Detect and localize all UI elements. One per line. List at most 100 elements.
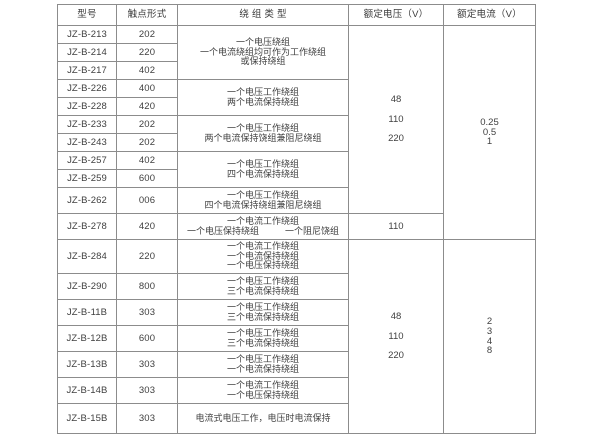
table-row: JZ-B-259 600	[57, 169, 536, 188]
cell-winding-type: 一个电压工作绕组 三个电流保持绕组	[177, 325, 349, 352]
table-row: JZ-B-290 800 一个电压工作绕组 三个电流保持绕组	[57, 273, 536, 300]
cell-model: JZ-B-13B	[57, 351, 117, 378]
winding-line: 三个电流保持绕组	[226, 285, 299, 296]
cell-winding-type: 一个电压工作绕组 两个电流保持饶组兼阻尼绕组	[177, 115, 349, 152]
winding-line: 一个电压保持绕组	[226, 260, 299, 271]
voltage-value: 110	[388, 113, 404, 125]
cell-contact-form: 202	[116, 115, 178, 134]
cell-model: JZ-B-213	[57, 25, 117, 44]
cell-model: JZ-B-259	[57, 169, 117, 188]
cell-contact-form: 420	[116, 213, 178, 240]
cell-model: JZ-B-278	[57, 213, 117, 240]
cell-winding-type: 一个电压工作绕组 四个电流保持绕组	[177, 151, 349, 188]
winding-line: 两个电流保持饶组兼阻尼绕组	[204, 132, 322, 143]
winding-line: 三个电流保持绕组	[226, 337, 299, 348]
cell-winding-type: 一个电压工作绕组 三个电流保持绕组	[177, 273, 349, 300]
winding-line: 一个电流工作绕组	[226, 241, 299, 252]
current-value: 8	[486, 345, 493, 357]
cell-contact-form: 303	[116, 403, 178, 434]
current-value: 1	[486, 136, 493, 148]
voltage-value: 220	[388, 133, 404, 145]
voltage-value: 110	[388, 220, 404, 232]
table-row: JZ-B-262 006 一个电压工作绕组 四个电流保持绕组兼阻尼绕组	[57, 187, 536, 214]
winding-line: 电流式电压工作，电压时电流保持	[195, 412, 331, 423]
current-value: 0.25	[480, 116, 499, 128]
table-body: JZ-B-213 202 一个电压绕组 一个电流绕组均可作为工作绕组 或保持绕组 48 11…	[57, 25, 536, 434]
winding-line: 一个电压工作绕组	[226, 190, 299, 201]
cell-contact-form: 600	[116, 169, 178, 188]
table-row: JZ-B-257 402 一个电压工作绕组 四个电流保持绕组	[57, 151, 536, 188]
voltage-value-stack: 48 110 220	[349, 93, 443, 145]
header-row: 型号 触点形式 绕 组 类 型 额定电压（V） 额定电流（V）	[57, 4, 536, 26]
header-rated-voltage: 额定电压（V）	[348, 4, 444, 26]
current-value: 2	[486, 315, 493, 327]
table-row: JZ-B-233 202 一个电压工作绕组 两个电流保持饶组兼阻尼绕组	[57, 115, 536, 152]
winding-line: 一个电流保持绕组	[226, 363, 299, 374]
winding-line: 一个电压工作绕组	[226, 276, 299, 287]
cell-contact-form: 202	[116, 25, 178, 44]
current-value: 4	[486, 335, 493, 347]
winding-line: 一个电压保持绕组	[226, 389, 299, 400]
table-row: JZ-B-284 220 一个电流工作绕组 一个电流保持绕组 一个电压保持绕组 48 110…	[57, 239, 536, 434]
cell-rated-current: 0.25 0.5 1	[443, 25, 536, 240]
winding-line: 一个电压工作绕组	[226, 87, 299, 98]
current-value: 0.5	[482, 126, 497, 138]
winding-line: 一个电流工作绕组	[226, 216, 299, 227]
cell-model: JZ-B-257	[57, 151, 117, 170]
table-row: JZ-B-217 402	[57, 61, 536, 80]
voltage-value: 48	[390, 93, 402, 105]
table-header: 型号 触点形式 绕 组 类 型 额定电压（V） 额定电流（V）	[57, 4, 536, 26]
cell-winding-type: 一个电压工作绕组 三个电流保持绕组	[177, 299, 349, 326]
cell-model: JZ-B-262	[57, 187, 117, 214]
cell-model: JZ-B-290	[57, 273, 117, 300]
winding-line: 一个电压工作绕组	[226, 159, 299, 170]
cell-contact-form: 800	[116, 273, 178, 300]
header-winding-type: 绕 组 类 型	[177, 4, 349, 26]
cell-winding-type: 一个电流工作绕组 一个电压保持绕组 一个阻尼饶组	[177, 213, 349, 240]
cell-rated-voltage: 48 110 220	[348, 25, 444, 214]
winding-line: 一个电流保持绕组	[226, 250, 299, 261]
header-model: 型号	[57, 4, 117, 26]
cell-contact-form: 600	[116, 325, 178, 352]
cell-winding-type: 一个电流工作绕组 一个电流保持绕组 一个电压保持绕组	[177, 239, 349, 274]
current-value-stack: 0.25 0.5 1	[444, 116, 535, 148]
cell-winding-type: 一个电压绕组 一个电流绕组均可作为工作绕组 或保持绕组	[177, 25, 349, 80]
cell-rated-voltage: 48 110 220	[348, 239, 444, 434]
winding-line: 或保持绕组	[240, 56, 286, 67]
cell-contact-form: 420	[116, 97, 178, 116]
cell-model: JZ-B-228	[57, 97, 117, 116]
cell-model: JZ-B-214	[57, 43, 117, 62]
winding-line: 四个电流保持绕组	[226, 168, 299, 179]
winding-line: 一个电压工作绕组	[226, 328, 299, 339]
cell-contact-form: 202	[116, 133, 178, 152]
table-row: JZ-B-213 202 一个电压绕组 一个电流绕组均可作为工作绕组 或保持绕组 48 11…	[57, 25, 536, 240]
winding-line: 一个电流工作绕组	[226, 380, 299, 391]
voltage-value: 220	[388, 350, 404, 362]
winding-line: 一个电流绕组均可作为工作绕组	[199, 46, 326, 57]
winding-line: 两个电流保持绕组	[226, 96, 299, 107]
voltage-value-stack: 110	[349, 220, 443, 232]
winding-line: 一个电压工作绕组	[226, 123, 299, 134]
cell-contact-form: 220	[116, 239, 178, 274]
winding-line: 三个电流保持绕组	[226, 311, 299, 322]
voltage-value: 110	[388, 330, 404, 342]
cell-contact-form: 303	[116, 299, 178, 326]
header-contact-form: 触点形式	[116, 4, 178, 26]
cell-model: JZ-B-284	[57, 239, 117, 274]
cell-contact-form: 402	[116, 61, 178, 80]
cell-contact-form: 402	[116, 151, 178, 170]
winding-line: 四个电流保持绕组兼阻尼绕组	[204, 199, 322, 210]
cell-model: JZ-B-11B	[57, 299, 117, 326]
cell-winding-type: 一个电压工作绕组 一个电流保持绕组	[177, 351, 349, 378]
cell-model: JZ-B-243	[57, 133, 117, 152]
spec-table-container: 型号 触点形式 绕 组 类 型 额定电压（V） 额定电流（V） JZ-B-213…	[57, 4, 536, 434]
relay-spec-table: 型号 触点形式 绕 组 类 型 额定电压（V） 额定电流（V） JZ-B-213…	[57, 4, 536, 434]
cell-model: JZ-B-15B	[57, 403, 117, 434]
table-row: JZ-B-278 420 一个电流工作绕组 一个电压保持绕组 一个阻尼饶组 110	[57, 213, 536, 240]
cell-model: JZ-B-12B	[57, 325, 117, 352]
voltage-value-stack: 48 110 220	[349, 311, 443, 362]
cell-contact-form: 303	[116, 351, 178, 378]
cell-contact-form: 400	[116, 79, 178, 98]
cell-winding-type: 一个电压工作绕组 两个电流保持绕组	[177, 79, 349, 116]
